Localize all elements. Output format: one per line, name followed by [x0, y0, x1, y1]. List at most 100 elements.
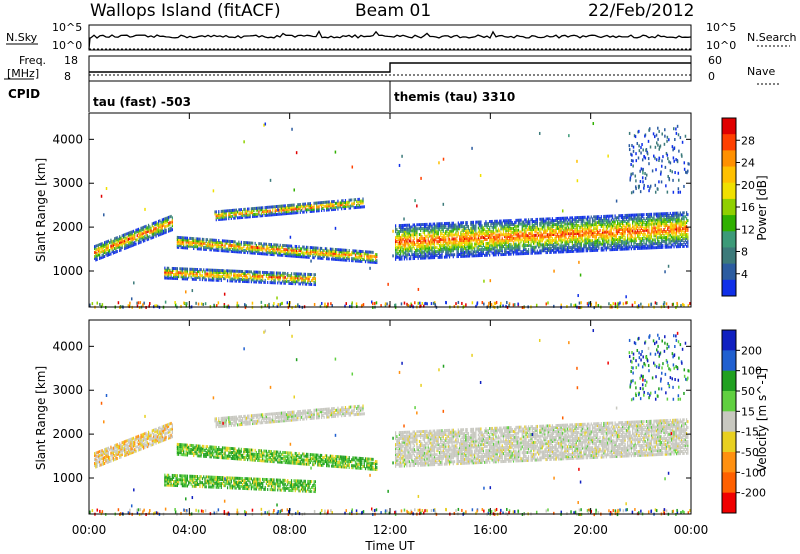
power-cell — [253, 245, 255, 249]
power-cell — [548, 247, 550, 251]
power-cell — [408, 249, 411, 253]
power-cell — [418, 242, 421, 246]
power-cell — [274, 243, 276, 247]
power-cell — [555, 224, 557, 228]
power-cell — [585, 239, 587, 243]
power-cell — [126, 244, 128, 248]
power-cell — [127, 233, 130, 237]
power-cell — [579, 229, 581, 233]
power-cell — [506, 219, 508, 223]
power-cell — [263, 212, 265, 216]
power-cell — [633, 217, 635, 221]
power-cell — [620, 220, 622, 224]
power-cell — [247, 215, 249, 219]
power-cell — [556, 248, 559, 252]
power-cell — [510, 226, 512, 230]
power-cell — [290, 252, 293, 256]
power-cell — [566, 216, 569, 220]
power-cell — [494, 223, 496, 227]
power-cell — [551, 238, 553, 242]
power-cell — [471, 248, 473, 252]
power-cell — [436, 224, 438, 228]
power-cell — [462, 233, 464, 237]
power-cell — [166, 220, 168, 224]
power-cell — [441, 228, 443, 232]
power-cell — [437, 228, 439, 232]
power-cell — [398, 253, 400, 257]
power-cell — [575, 237, 577, 241]
power-cell — [287, 204, 289, 208]
power-cell — [620, 216, 622, 220]
power-cell — [229, 215, 231, 219]
power-cell — [242, 275, 244, 279]
power-cell — [555, 234, 557, 238]
power-cell — [154, 229, 156, 233]
power-cell — [504, 243, 506, 247]
power-cell — [332, 251, 334, 255]
power-cell — [647, 236, 649, 240]
power-cell — [637, 231, 639, 235]
power-cell — [285, 252, 288, 256]
power-cell — [338, 205, 340, 209]
power-cell — [218, 248, 220, 252]
power-cell — [579, 243, 581, 247]
power-cell — [642, 219, 644, 223]
power-cell — [608, 222, 610, 226]
power-cell — [323, 255, 325, 259]
power-cell — [223, 269, 225, 273]
power-cell — [395, 228, 397, 232]
power-cell — [618, 241, 620, 245]
power-cell — [456, 225, 458, 229]
power-cell — [216, 216, 219, 220]
power-cell — [403, 245, 405, 249]
power-cell — [628, 231, 630, 235]
power-cell — [566, 238, 569, 242]
power-cell — [495, 253, 497, 257]
power-cell — [481, 248, 483, 252]
power-cell — [496, 247, 498, 251]
power-cell — [224, 277, 226, 281]
power-cell — [337, 199, 339, 203]
power-cell — [349, 206, 352, 210]
power-cell — [595, 223, 597, 227]
power-cell — [242, 270, 244, 274]
power-cell — [585, 237, 587, 241]
power-cell — [346, 204, 348, 208]
power-cell — [214, 238, 216, 242]
power-cell — [499, 219, 501, 223]
power-cell — [157, 231, 160, 235]
power-cell — [535, 219, 537, 223]
power-cell — [209, 270, 211, 274]
power-cell — [407, 241, 409, 245]
power-cell — [368, 250, 370, 254]
power-cell — [395, 249, 397, 253]
power-cell — [625, 239, 627, 243]
power-cell — [650, 212, 653, 216]
power-cell — [134, 231, 136, 235]
power-cell — [218, 210, 220, 214]
power-cell — [525, 250, 527, 254]
power-cell — [116, 246, 118, 250]
power-cell — [231, 214, 234, 218]
power-cell — [650, 234, 653, 238]
power-cell — [357, 197, 359, 201]
power-cell — [247, 207, 249, 211]
power-cell — [165, 216, 167, 220]
power-cell — [618, 216, 620, 220]
power-cell — [545, 219, 547, 223]
power-cell — [583, 231, 585, 235]
power-cell — [593, 246, 595, 250]
power-cell — [190, 242, 192, 246]
power-cell — [344, 258, 347, 262]
power-cell — [294, 278, 296, 282]
power-cell — [558, 228, 560, 232]
power-cell — [632, 239, 634, 243]
power-cell — [408, 235, 411, 239]
power-cell — [211, 238, 214, 242]
power-cell — [422, 223, 424, 227]
power-cell — [609, 230, 611, 234]
power-cell — [569, 228, 571, 232]
power-cell — [506, 246, 508, 250]
power-cell — [629, 231, 631, 235]
power-cell — [288, 281, 290, 285]
